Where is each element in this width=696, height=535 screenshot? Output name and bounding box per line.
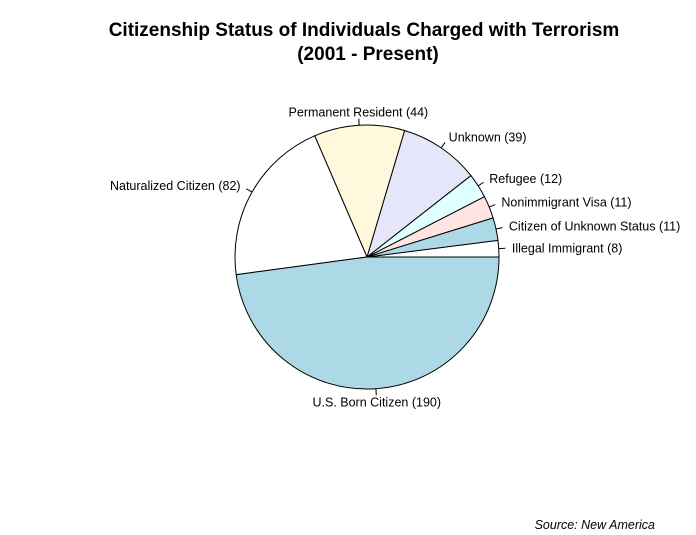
slice-label-u-s-born-citizen: U.S. Born Citizen (190) <box>312 395 441 409</box>
slice-label-unknown: Unknown (39) <box>449 130 527 144</box>
slice-label-citizen-of-unknown-status: Citizen of Unknown Status (11) <box>509 220 680 234</box>
pie-slice-u-s-born-citizen <box>236 257 499 389</box>
slice-label-nonimmigrant-visa: Nonimmigrant Visa (11) <box>501 196 631 210</box>
slice-label-permanent-resident: Permanent Resident (44) <box>289 106 429 120</box>
leader-line-nonimmigrant-visa <box>489 205 495 208</box>
leader-line-refugee <box>478 182 484 186</box>
chart-title-line-2: (2001 - Present) <box>297 44 439 65</box>
pie-slices <box>235 125 499 389</box>
leader-line-naturalized-citizen <box>246 189 252 192</box>
leader-line-unknown <box>441 142 445 147</box>
slice-label-refugee: Refugee (12) <box>489 172 562 186</box>
source-note: Source: New America <box>535 518 655 532</box>
leader-line-citizen-of-unknown-status <box>496 228 502 229</box>
slice-label-illegal-immigrant: Illegal Immigrant (8) <box>512 241 622 255</box>
slice-label-naturalized-citizen: Naturalized Citizen (82) <box>110 179 241 193</box>
chart-title-line-1: Citizenship Status of Individuals Charge… <box>109 20 620 41</box>
